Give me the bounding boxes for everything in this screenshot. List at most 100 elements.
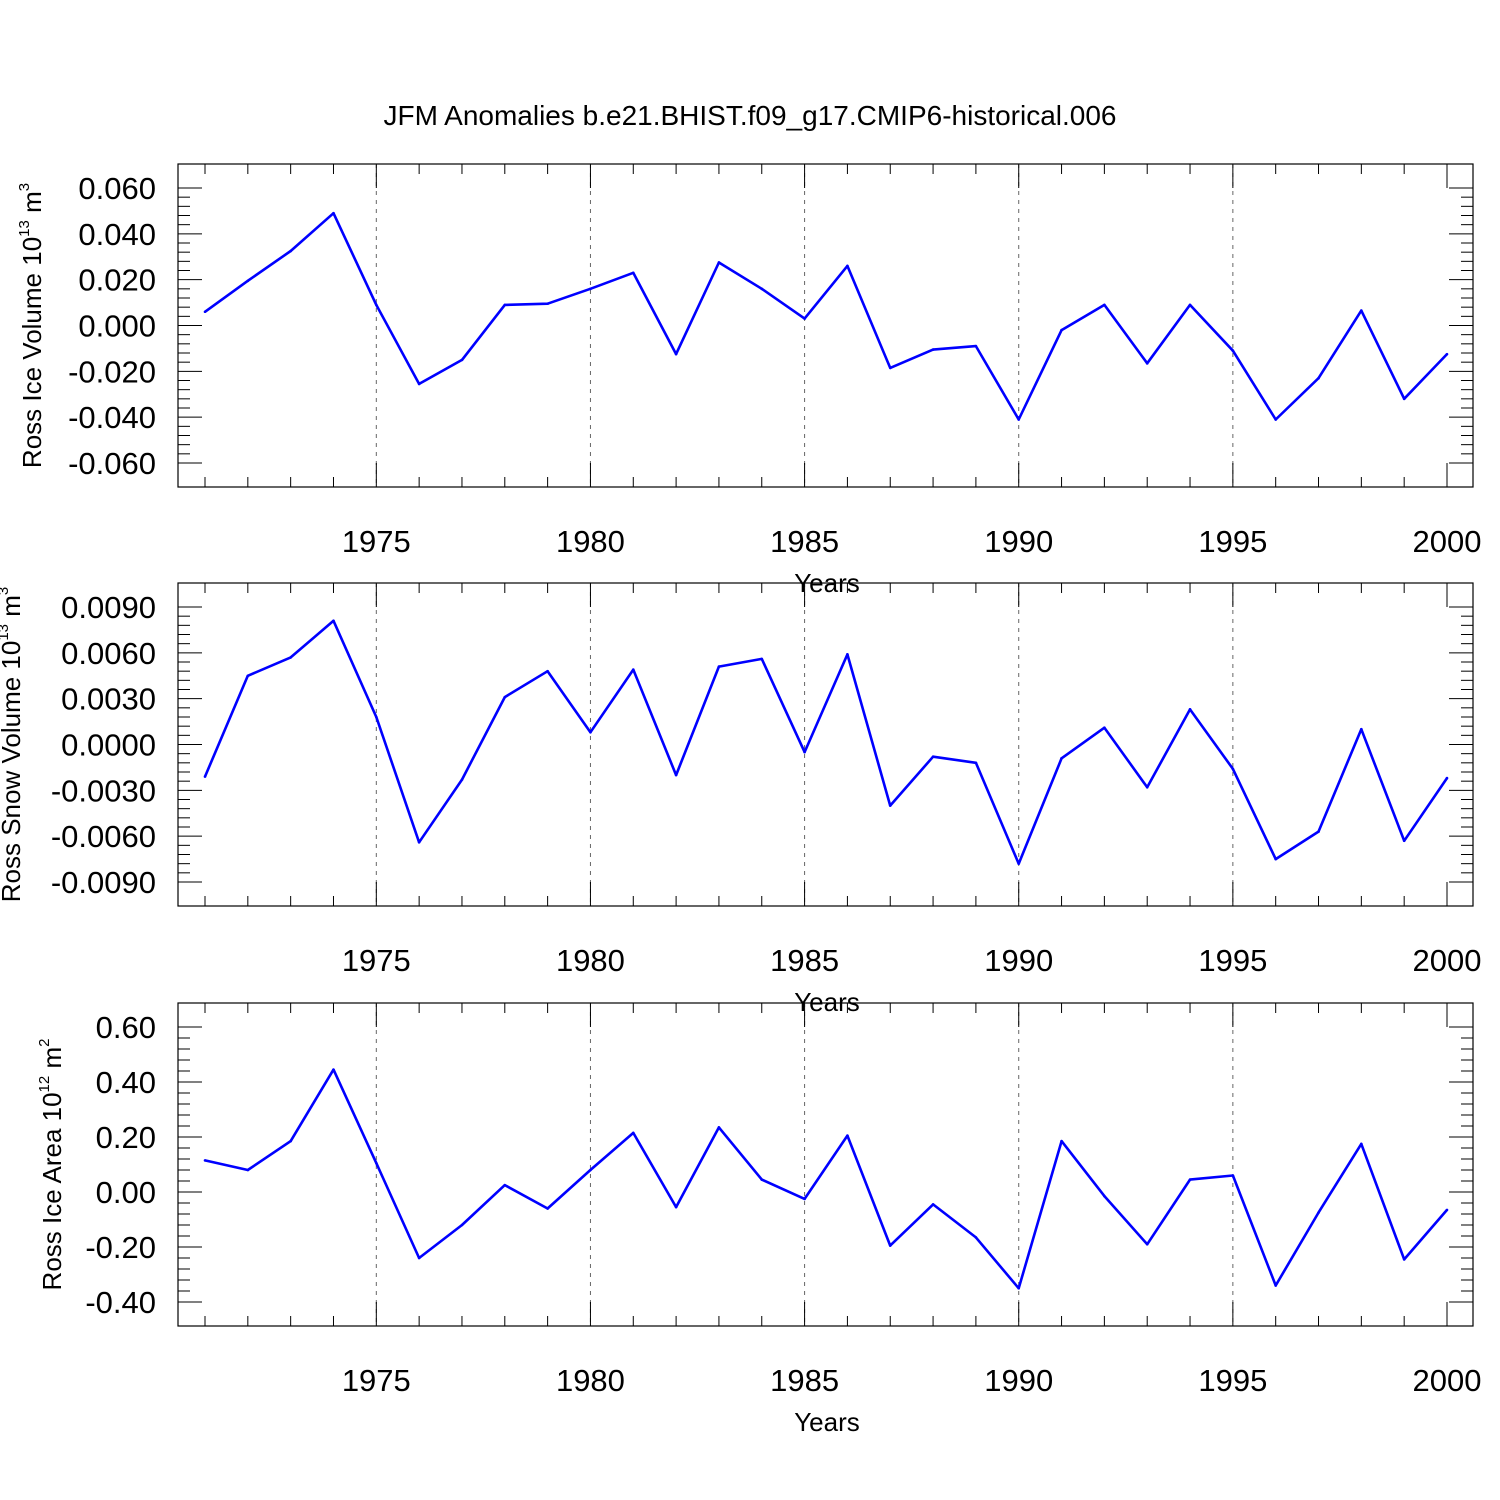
data-point — [1445, 352, 1449, 356]
x-tick-label: 1980 — [556, 943, 625, 978]
data-point — [760, 1178, 764, 1181]
data-point — [332, 619, 335, 623]
data-point — [888, 1244, 892, 1247]
data-point — [1317, 1211, 1320, 1214]
data-point — [1188, 303, 1192, 307]
data-point — [289, 1139, 292, 1143]
data-point — [846, 1134, 849, 1137]
data-point — [931, 348, 935, 351]
data-point — [332, 1068, 335, 1071]
data-point — [460, 358, 464, 362]
data-point — [1103, 726, 1106, 729]
y-tick-label: -0.060 — [68, 446, 156, 481]
plot-frame — [177, 163, 1474, 488]
data-point — [203, 775, 207, 778]
data-point — [803, 1197, 806, 1201]
y-axis-label: Ross Ice Area 1012 m2 — [36, 1039, 67, 1291]
data-point — [332, 211, 335, 215]
data-point — [803, 750, 806, 754]
data-point — [1317, 376, 1320, 380]
y-tick-label: -0.040 — [68, 400, 156, 435]
x-axis-label: Years — [794, 1407, 860, 1437]
data-point — [1445, 776, 1449, 780]
x-tick-label: 1975 — [342, 1363, 411, 1398]
x-tick-label: 1975 — [342, 524, 411, 559]
panel-2: 0.0090 0.0060 0.0030 0.0000 -0.0030 -0.0060 -0… — [0, 582, 1482, 1017]
data-point — [589, 1168, 592, 1172]
data-point — [417, 840, 421, 844]
data-point — [674, 773, 678, 777]
x-tick-label: 2000 — [1413, 943, 1482, 978]
data-point — [1188, 708, 1192, 711]
data-point — [589, 287, 592, 291]
y-tick-label: 0.40 — [96, 1065, 156, 1100]
data-point — [1445, 1208, 1449, 1212]
data-point — [1060, 1139, 1063, 1143]
panel-3: 0.60 0.40 0.20 0.00 -0.20 -0.40 1975 1980 1985 19… — [36, 1002, 1481, 1437]
y-tick-label: -0.20 — [85, 1230, 156, 1265]
data-point — [1360, 727, 1363, 731]
series-line — [204, 211, 1448, 421]
y-tick-label: 0.0030 — [61, 682, 156, 717]
data-point — [589, 730, 592, 734]
data-point — [803, 317, 806, 320]
y-tick-label: -0.0060 — [51, 819, 156, 854]
y-tick-label: 0.040 — [78, 217, 156, 252]
x-tick-label: 1985 — [770, 524, 839, 559]
series-line — [203, 619, 1449, 866]
data-point — [375, 715, 378, 719]
x-tick-label: 1995 — [1198, 943, 1267, 978]
data-point — [503, 1183, 507, 1187]
data-point — [631, 1131, 635, 1135]
data-point — [931, 755, 935, 759]
data-point — [1231, 767, 1235, 771]
y-axis-label-unit: m — [0, 595, 26, 624]
x-tick-label: 1990 — [984, 943, 1053, 978]
data-point — [460, 1223, 464, 1227]
y-tick-label: -0.0030 — [51, 773, 156, 808]
x-tick-label: 2000 — [1413, 524, 1482, 559]
y-axis-label: Ross Ice Volume 1013 m3 — [16, 183, 47, 468]
data-point — [1017, 862, 1021, 865]
x-tick-label: 1995 — [1198, 524, 1267, 559]
data-point — [1017, 418, 1021, 421]
x-axis-label: Years — [794, 987, 860, 1017]
y-axis-label-exponent: 12 — [36, 1076, 53, 1093]
data-point — [203, 1159, 207, 1162]
data-point — [289, 656, 292, 659]
plot-frame — [177, 1002, 1474, 1327]
data-point — [717, 261, 721, 264]
x-tick-label: 1990 — [984, 524, 1053, 559]
data-point — [1060, 328, 1063, 332]
y-axis-label-exponent: 13 — [16, 220, 33, 237]
data-point — [888, 804, 892, 807]
y-tick-label: -0.020 — [68, 354, 156, 389]
y-axis-label-main: Ross Snow Volume 10 — [0, 641, 26, 903]
series-line — [204, 1068, 1448, 1290]
y-tick-label: 0.0000 — [61, 728, 156, 763]
panel-1: 0.060 0.040 0.020 0.000 -0.020 -0.040 -0.060 19… — [16, 163, 1482, 598]
data-point — [974, 1236, 978, 1239]
y-axis-label-unit-exponent: 3 — [0, 587, 12, 595]
data-point — [1145, 785, 1149, 789]
data-point — [375, 303, 378, 307]
x-tick-label: 1985 — [770, 943, 839, 978]
y-axis-label-main: Ross Ice Area 10 — [37, 1092, 67, 1290]
data-point — [1402, 839, 1406, 843]
data-point — [1231, 349, 1235, 353]
y-tick-label: 0.20 — [96, 1120, 156, 1155]
data-point — [1231, 1174, 1235, 1177]
data-point — [631, 668, 635, 671]
data-point — [203, 310, 207, 314]
data-point — [1017, 1286, 1021, 1290]
y-axis-label-unit-exponent: 3 — [16, 183, 33, 191]
data-point — [846, 653, 849, 656]
data-point — [503, 695, 507, 699]
data-point — [760, 657, 764, 661]
y-axis-label-main: Ross Ice Volume 10 — [17, 237, 47, 468]
y-tick-label: -0.40 — [85, 1285, 156, 1320]
data-point — [888, 366, 892, 370]
data-point — [417, 382, 421, 386]
data-point — [1103, 1194, 1106, 1198]
data-point — [974, 344, 978, 348]
